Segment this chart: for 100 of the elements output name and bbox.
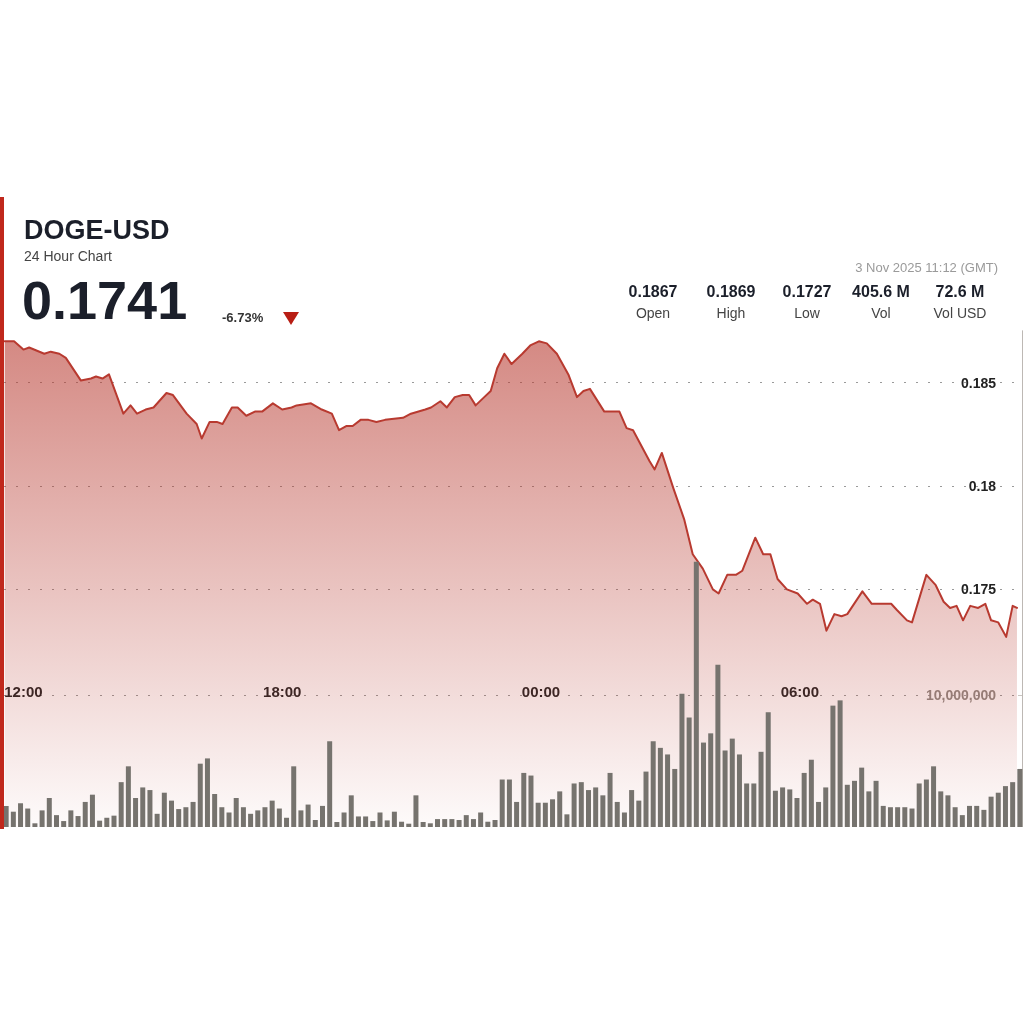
bar [578,782,584,827]
bar [952,807,958,827]
bar [341,812,347,827]
bar [226,812,232,827]
bar [240,807,246,827]
bar [255,810,261,827]
bar [542,802,548,827]
bar [449,819,455,827]
bar [82,801,88,827]
bar [981,809,987,827]
bar [485,821,491,827]
bar [830,705,836,827]
text: 405.6 M [851,283,911,301]
bar [3,805,9,827]
text: High [715,305,747,321]
bar [787,789,793,827]
bar [161,792,167,827]
bar [650,741,656,827]
bar [204,758,210,827]
bar [305,804,311,827]
bar [111,815,117,827]
bar [643,771,649,827]
bar [169,800,175,827]
bar [585,790,591,827]
bar [420,821,426,827]
bar [736,754,742,827]
bar [880,805,886,827]
bar [693,561,699,827]
bar [262,807,268,827]
bar [780,787,786,827]
x-tick-label: 12:00 [4,683,43,700]
bar [866,791,872,827]
bar [284,817,290,827]
bar [276,808,282,827]
bar [89,794,95,827]
bar [808,759,814,827]
bar [470,819,476,827]
bar [97,820,103,827]
bar [212,794,218,827]
bar [183,807,189,827]
bar [751,783,757,827]
bar [686,717,692,827]
chart-subtitle: 24 Hour Chart [24,248,112,264]
bar [758,751,764,827]
bar [363,816,369,827]
bar [701,742,707,827]
bar [104,817,110,827]
bar [10,811,16,827]
bar [370,821,376,827]
text: Low [793,305,821,321]
chart-title: DOGE-USD [24,215,170,246]
bar [176,809,182,827]
bar [413,795,419,827]
bar [528,775,534,827]
bar [895,807,901,827]
bar [657,747,663,827]
bar [118,782,124,827]
bar [909,808,915,827]
bar [75,816,81,827]
y-tick-label: 0.175 [960,581,997,598]
bar [859,767,865,827]
bar [68,810,74,827]
bar [1010,782,1016,827]
x-tick-label: 00:00 [521,683,561,700]
bar [765,712,771,827]
bar [823,787,829,827]
text: -6.73% [222,310,264,325]
bar [435,819,441,827]
bar [463,815,469,827]
bar [614,801,620,827]
bar [427,823,433,827]
bar [844,784,850,827]
bar [772,790,778,827]
bar [923,779,929,827]
bar [248,813,254,827]
bar [729,738,735,827]
bar [715,664,721,827]
bar [607,772,613,827]
bar [478,812,484,827]
bar [571,783,577,827]
bar [233,797,239,827]
bar [391,811,397,827]
bar [334,821,340,827]
text: 0.1867 [627,283,679,301]
bar [298,810,304,827]
text: 72.6 M [934,283,986,301]
bar [816,801,822,827]
bar [140,787,146,827]
bar [377,812,383,827]
bar [837,700,843,827]
bar [61,821,67,827]
text: 0.1869 [705,283,757,301]
bar [291,766,297,827]
bar [442,819,448,827]
bar [708,733,714,827]
bar [557,791,563,827]
bar [722,750,728,827]
y-tick-label: 0.18 [968,478,997,494]
bar [600,795,606,827]
text: 0.1727 [781,283,833,301]
